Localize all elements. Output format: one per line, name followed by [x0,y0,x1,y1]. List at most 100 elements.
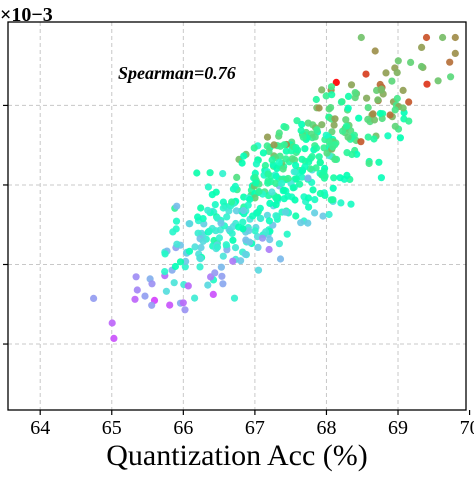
data-point [297,126,305,135]
data-point [386,111,394,119]
data-point [325,105,333,113]
data-point [320,144,328,152]
data-point [376,109,384,118]
grid-layer [8,22,466,410]
data-point [170,279,178,287]
data-point [90,294,98,302]
data-point [166,301,174,309]
data-point [215,234,223,242]
data-point [399,104,407,112]
data-point [265,147,273,156]
data-point [290,168,298,176]
data-point [204,183,212,191]
data-point [388,77,396,85]
data-point [301,145,309,153]
data-point [278,179,286,187]
data-point [222,241,230,249]
data-point [209,290,217,298]
data-point [282,123,290,131]
data-point [329,184,337,192]
ticks-layer: 64 65 66 67 68 69 70 [3,104,474,439]
data-point [223,213,231,221]
data-point [304,174,312,182]
data-point [172,217,181,225]
data-point [173,240,181,248]
data-point [211,269,219,277]
data-point [305,203,313,211]
data-point [246,195,254,204]
data-point [254,243,262,251]
data-point [298,173,306,181]
data-point [322,92,330,100]
data-point [339,127,347,135]
x-tick-label: 70 [460,417,474,439]
data-point [447,73,455,81]
data-point [279,165,287,173]
data-point [181,306,189,314]
data-point [263,142,271,150]
data-point [337,98,345,106]
data-point [320,167,328,176]
data-point [169,228,177,236]
data-point [148,280,156,288]
data-point [319,212,327,220]
data-point [357,138,365,146]
data-point [318,121,326,129]
data-point [219,280,227,288]
data-point [161,268,169,276]
data-point [364,133,372,141]
data-point [394,57,402,65]
data-point [131,295,139,303]
data-point [292,175,300,183]
data-point [296,180,304,188]
data-point [266,236,274,244]
data-point [219,252,227,260]
data-point [230,294,239,302]
data-point [304,219,312,227]
data-point [316,159,324,167]
data-point [268,156,276,164]
data-point [399,86,407,94]
data-point [263,211,271,219]
data-point [281,208,289,216]
data-point [357,33,365,42]
data-point [266,199,274,207]
data-point [249,212,257,220]
data-point [181,263,189,271]
data-point [231,244,240,252]
data-point [325,210,333,219]
data-point [351,94,359,102]
data-point [110,334,118,342]
data-point [315,153,323,161]
data-point [141,292,149,300]
data-point [191,294,199,302]
data-point [256,204,264,212]
data-point [423,80,431,88]
data-point [347,81,356,89]
data-point [185,220,193,228]
data-point [344,104,352,112]
data-point [330,121,338,129]
data-point [325,137,333,145]
data-point [396,134,404,142]
data-point [162,287,170,295]
data-point [194,229,202,237]
data-point [391,122,399,130]
data-point [374,96,382,104]
data-point [280,186,288,194]
data-point [272,201,280,209]
data-point [342,116,350,124]
data-point [264,177,272,185]
data-point [148,301,156,309]
data-point [206,169,214,177]
data-point [245,238,254,246]
x-tick-label: 66 [173,417,193,439]
data-point [280,141,288,149]
data-point [292,144,300,152]
data-point [301,163,309,171]
data-point [315,104,323,112]
data-point [377,174,385,182]
data-point [133,286,141,294]
data-point [292,161,300,169]
